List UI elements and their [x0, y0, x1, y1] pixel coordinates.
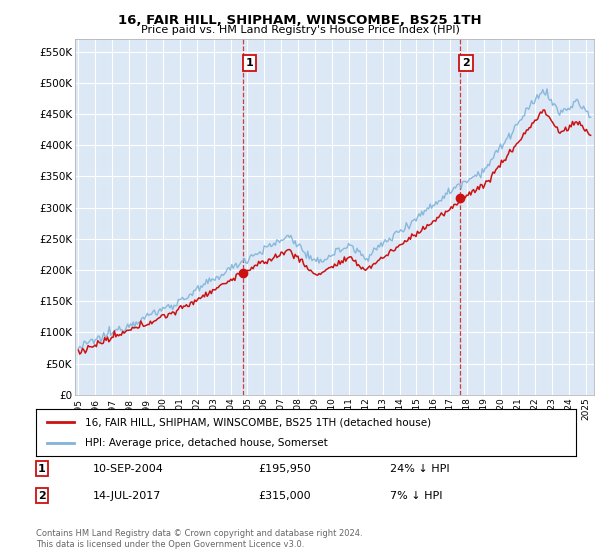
Text: 2: 2 — [38, 491, 46, 501]
Text: 2: 2 — [462, 58, 470, 68]
Text: 16, FAIR HILL, SHIPHAM, WINSCOMBE, BS25 1TH: 16, FAIR HILL, SHIPHAM, WINSCOMBE, BS25 … — [118, 14, 482, 27]
Text: Contains HM Land Registry data © Crown copyright and database right 2024.
This d: Contains HM Land Registry data © Crown c… — [36, 529, 362, 549]
Text: £195,950: £195,950 — [258, 464, 311, 474]
Text: 10-SEP-2004: 10-SEP-2004 — [93, 464, 164, 474]
Text: 1: 1 — [38, 464, 46, 474]
Text: 24% ↓ HPI: 24% ↓ HPI — [390, 464, 449, 474]
Text: 16, FAIR HILL, SHIPHAM, WINSCOMBE, BS25 1TH (detached house): 16, FAIR HILL, SHIPHAM, WINSCOMBE, BS25 … — [85, 417, 431, 427]
Text: Price paid vs. HM Land Registry's House Price Index (HPI): Price paid vs. HM Land Registry's House … — [140, 25, 460, 35]
Text: £315,000: £315,000 — [258, 491, 311, 501]
Text: 14-JUL-2017: 14-JUL-2017 — [93, 491, 161, 501]
Text: 7% ↓ HPI: 7% ↓ HPI — [390, 491, 443, 501]
Text: 1: 1 — [246, 58, 253, 68]
Text: HPI: Average price, detached house, Somerset: HPI: Average price, detached house, Some… — [85, 438, 328, 448]
